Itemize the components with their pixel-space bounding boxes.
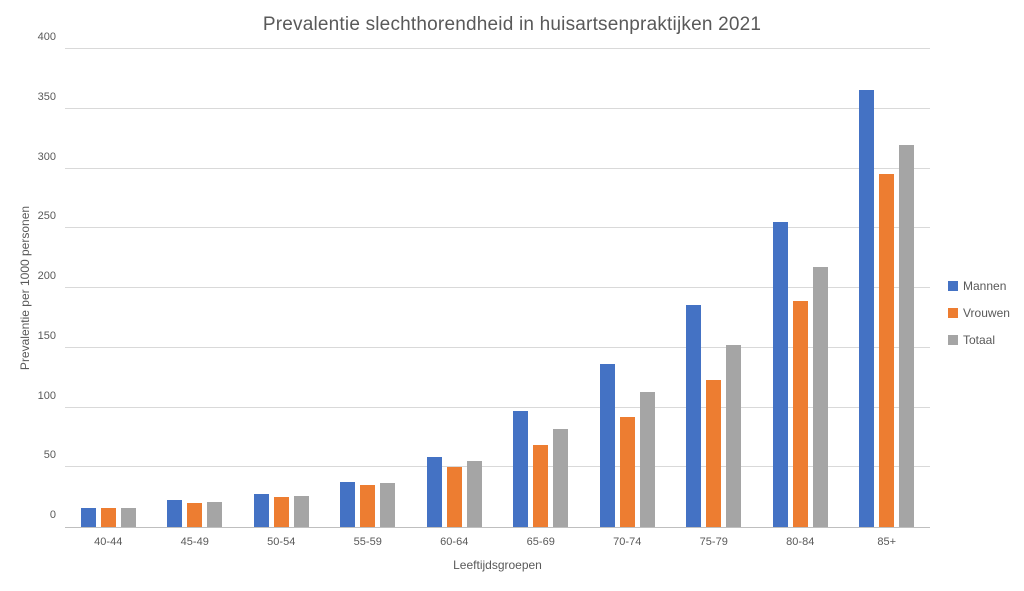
legend-label: Vrouwen bbox=[963, 306, 1010, 320]
gridline-100 bbox=[65, 406, 930, 408]
x-tick-label-60-64: 60-64 bbox=[440, 536, 469, 548]
x-tick-label-75-79: 75-79 bbox=[699, 536, 728, 548]
y-tick-label-400: 400 bbox=[37, 31, 56, 43]
bar-vrouwen-40-44 bbox=[100, 507, 116, 527]
legend-label: Totaal bbox=[963, 333, 996, 347]
bar-vrouwen-45-49 bbox=[187, 503, 203, 527]
bar-mannen-40-44 bbox=[80, 507, 96, 527]
bar-vrouwen-60-64 bbox=[446, 467, 462, 527]
bar-group-80-84: 80-84 bbox=[772, 49, 828, 548]
gridline-350 bbox=[65, 107, 930, 109]
x-tick-label-80-84: 80-84 bbox=[786, 536, 815, 548]
legend-swatch-icon bbox=[948, 308, 958, 318]
bar-vrouwen-85+ bbox=[879, 174, 895, 527]
bar-totaal-85+ bbox=[899, 144, 915, 527]
legend-swatch-icon bbox=[948, 335, 958, 345]
gridline-300 bbox=[65, 167, 930, 169]
gridline-400 bbox=[65, 48, 930, 49]
bar-group-45-49: 45-49 bbox=[167, 49, 223, 548]
bar-group-60-64: 60-64 bbox=[426, 49, 482, 548]
x-tick-label-65-69: 65-69 bbox=[526, 536, 555, 548]
y-tick-label-200: 200 bbox=[37, 270, 56, 282]
bar-group-55-59: 55-59 bbox=[340, 49, 396, 548]
chart-title: Prevalentie slechthorendheid in huisarts… bbox=[262, 14, 762, 35]
legend-item-vrouwen: Vrouwen bbox=[948, 306, 1010, 320]
bar-group-85+: 85+ bbox=[859, 49, 915, 548]
x-tick-label-55-59: 55-59 bbox=[353, 536, 382, 548]
bar-totaal-65-69 bbox=[553, 429, 569, 527]
x-tick-label-70-74: 70-74 bbox=[613, 536, 642, 548]
bar-group-70-74: 70-74 bbox=[599, 49, 655, 548]
y-tick-label-350: 350 bbox=[37, 90, 56, 103]
bar-mannen-50-54 bbox=[253, 493, 269, 527]
y-axis-title: Prevalentie per 1000 personen bbox=[18, 205, 32, 371]
bar-group-40-44: 40-44 bbox=[80, 49, 136, 548]
x-tick-label-50-54: 50-54 bbox=[267, 536, 296, 548]
legend: Mannen Vrouwen Totaal bbox=[948, 279, 1010, 347]
bar-totaal-40-44 bbox=[120, 507, 136, 527]
bar-vrouwen-75-79 bbox=[706, 380, 722, 527]
bar-mannen-85+ bbox=[859, 89, 875, 527]
bar-mannen-80-84 bbox=[772, 222, 788, 527]
gridline-150 bbox=[65, 346, 930, 348]
legend-swatch-icon bbox=[948, 281, 958, 291]
bar-mannen-75-79 bbox=[686, 304, 702, 527]
bar-totaal-45-49 bbox=[207, 501, 223, 527]
legend-label: Mannen bbox=[963, 279, 1007, 293]
bar-group-65-69: 65-69 bbox=[513, 49, 569, 548]
x-tick-label-45-49: 45-49 bbox=[180, 536, 209, 548]
x-tick-label-40-44: 40-44 bbox=[94, 536, 123, 548]
y-tick-label-50: 50 bbox=[43, 449, 56, 462]
x-axis-title: Leeftijdsgroepen bbox=[453, 558, 542, 572]
y-tick-label-250: 250 bbox=[37, 210, 56, 223]
gridline-200 bbox=[65, 287, 930, 288]
bar-mannen-55-59 bbox=[340, 481, 356, 527]
bar-mannen-60-64 bbox=[426, 456, 442, 527]
bar-totaal-60-64 bbox=[466, 461, 482, 527]
x-tick-label-85+: 85+ bbox=[877, 536, 897, 548]
bar-group-50-54: 50-54 bbox=[253, 49, 309, 548]
bar-vrouwen-80-84 bbox=[792, 301, 808, 527]
bar-totaal-50-54 bbox=[293, 495, 309, 527]
bar-groups: 40-44 45-49 50-54 55-59 60-64 65-69 70-74 75-79… bbox=[65, 49, 930, 548]
gridline-50 bbox=[65, 466, 930, 468]
bar-totaal-55-59 bbox=[380, 482, 396, 527]
plot-area: 0 50 100 150 200 250 300 350 400 40-44 45-49 50-54… bbox=[38, 31, 930, 548]
legend-item-mannen: Mannen bbox=[948, 279, 1010, 293]
bar-group-75-79: 75-79 bbox=[686, 49, 742, 548]
bar-mannen-70-74 bbox=[599, 364, 615, 527]
bar-mannen-45-49 bbox=[167, 499, 183, 527]
y-tick-label-0: 0 bbox=[49, 509, 56, 521]
bar-vrouwen-50-54 bbox=[273, 497, 289, 527]
legend-item-totaal: Totaal bbox=[948, 333, 1010, 347]
bar-mannen-65-69 bbox=[513, 411, 529, 527]
bar-totaal-80-84 bbox=[812, 266, 828, 527]
y-tick-label-150: 150 bbox=[37, 329, 56, 342]
bar-vrouwen-70-74 bbox=[619, 417, 635, 527]
bar-totaal-70-74 bbox=[639, 391, 655, 527]
y-tick-label-300: 300 bbox=[37, 150, 56, 163]
gridline-250 bbox=[65, 227, 930, 229]
bar-vrouwen-65-69 bbox=[533, 444, 549, 527]
y-tick-label-100: 100 bbox=[37, 389, 56, 402]
bar-totaal-75-79 bbox=[726, 345, 742, 527]
bar-vrouwen-55-59 bbox=[360, 485, 376, 527]
